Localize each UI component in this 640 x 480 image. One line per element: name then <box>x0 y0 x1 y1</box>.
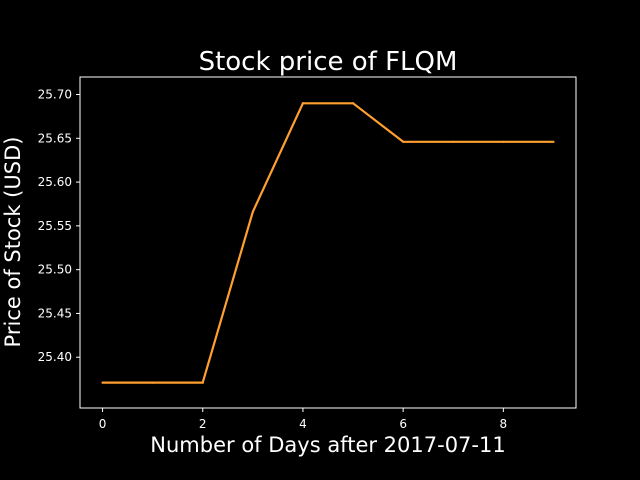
y-tick-label: 25.50 <box>38 263 72 277</box>
plot-area-frame <box>79 76 577 409</box>
x-tick-label: 0 <box>99 417 107 431</box>
price-line <box>102 102 554 384</box>
data-point <box>151 381 154 384</box>
y-tick-label: 25.65 <box>38 131 72 145</box>
data-point <box>101 381 104 384</box>
data-point <box>452 140 455 143</box>
y-tick-label: 25.60 <box>38 175 72 189</box>
x-tick-label: 4 <box>299 417 307 431</box>
series-layer <box>101 102 555 384</box>
x-axis-label: Number of Days after 2017-07-11 <box>150 433 505 457</box>
y-axis: 25.40 25.45 25.50 25.55 25.60 25.65 25.70 <box>38 88 80 364</box>
x-tick-label: 6 <box>399 417 407 431</box>
x-axis: 0 2 4 6 8 <box>99 408 507 431</box>
x-tick-label: 8 <box>500 417 508 431</box>
data-point <box>402 140 405 143</box>
data-point <box>301 102 305 105</box>
data-point <box>502 140 505 143</box>
x-tick-label: 2 <box>199 417 207 431</box>
y-tick-label: 25.45 <box>38 306 72 320</box>
y-tick-label: 25.40 <box>38 350 72 364</box>
chart-title: Stock price of FLQM <box>199 47 458 77</box>
data-point <box>201 381 204 384</box>
y-tick-label: 25.55 <box>38 219 72 233</box>
data-point <box>251 210 254 213</box>
data-point <box>552 140 555 143</box>
data-point <box>351 102 355 105</box>
y-tick-label: 25.70 <box>38 88 72 102</box>
y-axis-label: Price of Stock (USD) <box>1 137 25 348</box>
